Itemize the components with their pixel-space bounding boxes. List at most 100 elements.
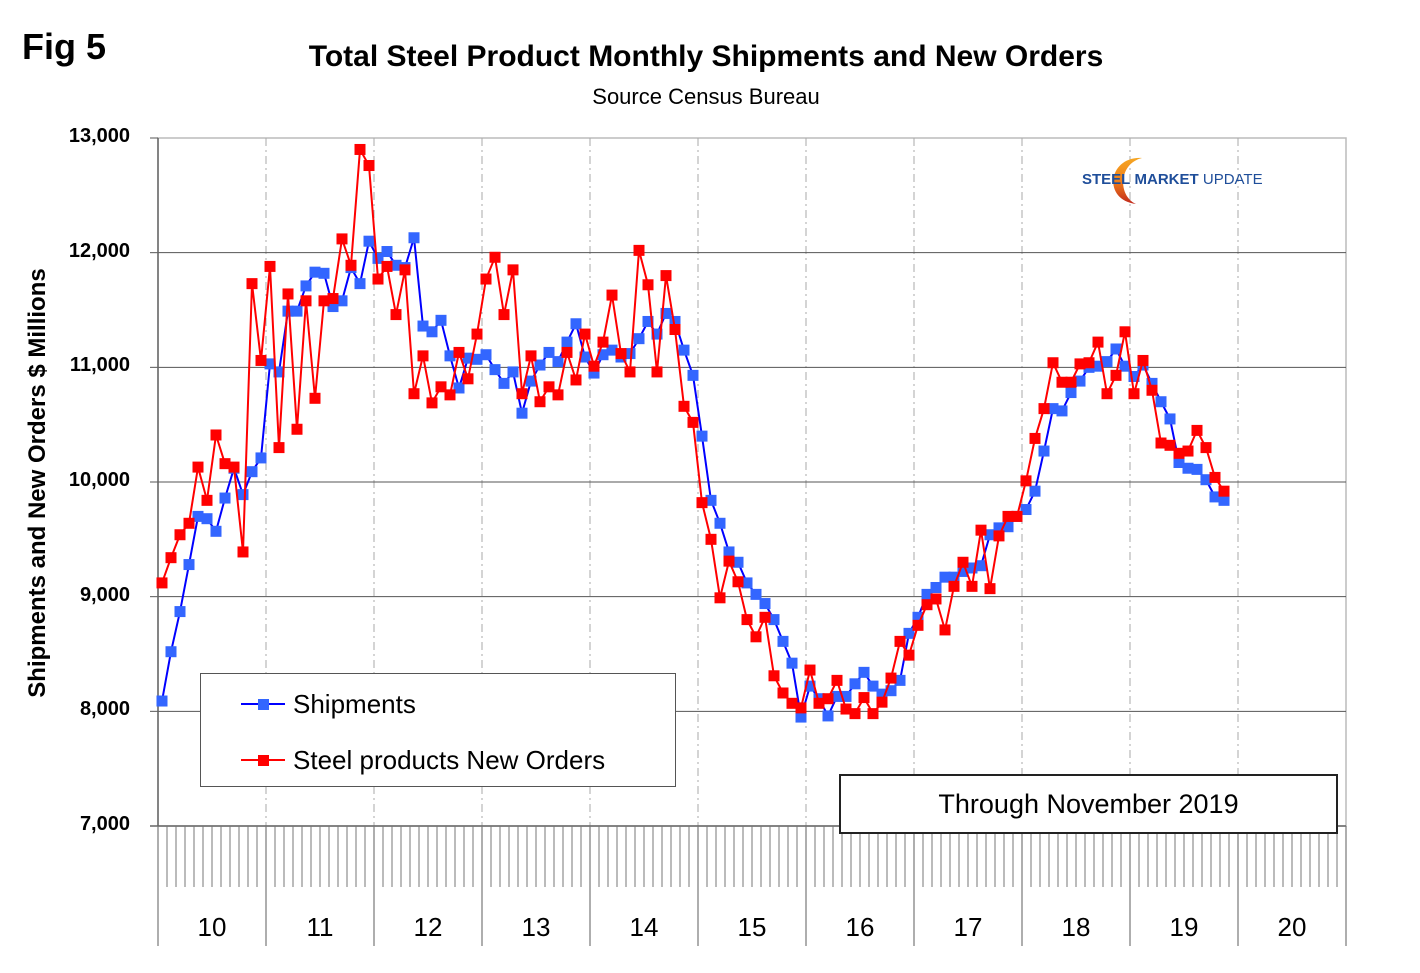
data-point-shipments [354, 278, 366, 290]
data-point-new-orders [480, 273, 492, 285]
data-point-shipments [507, 366, 519, 378]
data-point-shipments [678, 344, 690, 356]
data-point-new-orders [426, 397, 438, 409]
data-point-shipments [552, 356, 564, 368]
logo-word-update: UPDATE [1202, 171, 1263, 188]
data-point-shipments [237, 489, 249, 501]
data-point-shipments [858, 666, 870, 678]
data-point-shipments [975, 560, 987, 572]
data-point-shipments [570, 318, 582, 330]
data-point-shipments [966, 562, 978, 574]
data-point-shipments [921, 588, 933, 600]
data-point-shipments [1074, 375, 1086, 387]
data-point-shipments [174, 606, 186, 618]
y-tick-label: 11,000 [69, 354, 130, 377]
logo-swoosh-icon [1113, 157, 1142, 204]
data-point-new-orders [741, 614, 753, 626]
data-point-new-orders [300, 295, 312, 307]
data-point-new-orders [705, 533, 717, 545]
data-point-shipments [759, 598, 771, 610]
data-point-shipments [372, 252, 384, 264]
data-point-shipments [1029, 485, 1041, 497]
data-point-shipments [624, 348, 636, 360]
data-point-new-orders [1137, 354, 1149, 366]
y-tick-label: 7,000 [79, 813, 130, 835]
data-point-new-orders [1164, 439, 1176, 451]
data-point-shipments [300, 280, 312, 292]
data-point-shipments [1209, 491, 1221, 503]
data-point-new-orders [912, 619, 924, 631]
data-point-shipments [993, 522, 1005, 534]
data-point-new-orders [687, 416, 699, 428]
data-point-shipments [1173, 457, 1185, 469]
data-point-shipments [669, 315, 681, 327]
data-point-new-orders [696, 497, 708, 509]
data-point-new-orders [534, 396, 546, 408]
data-point-shipments [822, 710, 834, 722]
data-point-shipments [903, 627, 915, 639]
data-point-shipments [453, 382, 465, 394]
data-point-new-orders [264, 260, 276, 272]
data-point-new-orders [399, 264, 411, 276]
y-tick-label: 8,000 [79, 698, 130, 721]
x-tick-label: 20 [1277, 912, 1307, 942]
data-point-new-orders [1011, 510, 1023, 522]
data-point-new-orders [570, 374, 582, 386]
data-point-new-orders [1146, 384, 1158, 396]
x-tick-label: 16 [845, 912, 875, 942]
chart-subtitle: Source Census Bureau [592, 84, 820, 109]
data-point-shipments [444, 350, 456, 362]
data-point-shipments [741, 577, 753, 589]
data-point-new-orders [372, 273, 384, 285]
data-point-new-orders [966, 580, 978, 592]
data-point-new-orders [201, 494, 213, 506]
data-point-shipments [1047, 403, 1059, 415]
data-point-shipments [1146, 377, 1158, 389]
data-point-new-orders [1065, 376, 1077, 388]
data-point-shipments [984, 529, 996, 541]
data-point-new-orders [345, 259, 357, 271]
data-point-new-orders [651, 366, 663, 378]
data-point-shipments [723, 546, 735, 558]
data-point-new-orders [948, 580, 960, 592]
data-point-new-orders [417, 350, 429, 362]
data-point-new-orders [237, 546, 249, 558]
data-point-new-orders [1173, 447, 1185, 459]
data-point-new-orders [840, 703, 852, 715]
data-point-new-orders [174, 529, 186, 541]
data-point-shipments [939, 571, 951, 583]
data-point-new-orders [336, 233, 348, 245]
data-point-new-orders [1200, 442, 1212, 454]
data-point-shipments [417, 320, 429, 332]
data-point-shipments [219, 492, 231, 504]
data-point-new-orders [489, 251, 501, 263]
x-tick-label: 18 [1061, 912, 1091, 942]
data-point-new-orders [435, 381, 447, 393]
data-point-new-orders [228, 461, 240, 473]
data-point-new-orders [1083, 357, 1095, 369]
data-point-shipments [579, 351, 591, 363]
legend-label: Shipments [293, 688, 416, 719]
series-new-orders [156, 143, 1230, 720]
logo-word-market: MARKET [1134, 171, 1199, 188]
x-tick-label: 17 [953, 912, 983, 942]
data-point-new-orders [363, 160, 375, 172]
data-point-new-orders [822, 693, 834, 705]
x-tick-label: 14 [629, 912, 659, 942]
data-point-shipments [390, 259, 402, 271]
data-point-new-orders [678, 400, 690, 412]
y-tick-label: 9,000 [79, 583, 130, 606]
data-point-shipments [1119, 360, 1131, 372]
data-point-shipments [1002, 521, 1014, 533]
data-point-new-orders [1020, 475, 1032, 487]
data-point-new-orders [381, 260, 393, 272]
data-point-new-orders [732, 576, 744, 588]
legend-item-shipments: Shipments [241, 686, 416, 722]
data-point-shipments [156, 695, 168, 707]
data-point-shipments [795, 711, 807, 723]
data-point-new-orders [1092, 336, 1104, 348]
data-point-new-orders [795, 702, 807, 714]
data-point-new-orders [390, 309, 402, 321]
data-point-new-orders [1182, 445, 1194, 457]
data-point-new-orders [750, 631, 762, 643]
